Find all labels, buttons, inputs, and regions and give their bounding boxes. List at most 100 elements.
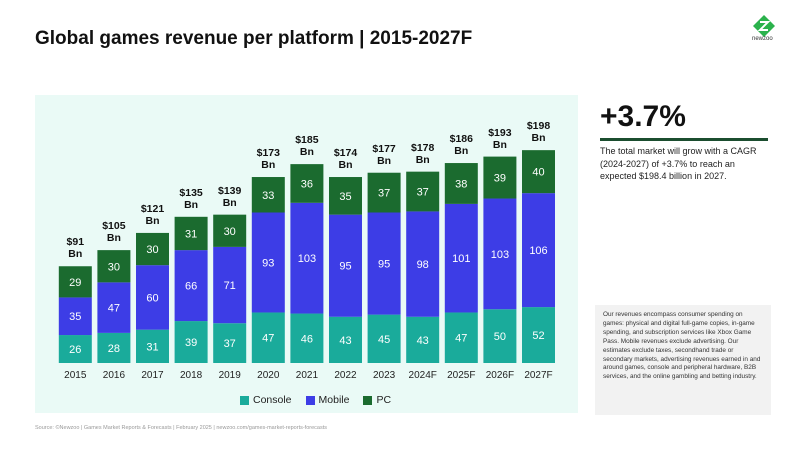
segment-label: 47 (108, 303, 120, 315)
segment-label: 35 (339, 191, 351, 203)
divider (600, 138, 768, 141)
bar-segment (522, 307, 555, 363)
x-tick-label: 2016 (103, 370, 126, 381)
segment-label: 45 (378, 334, 390, 346)
bar-segment (251, 177, 285, 213)
x-tick-label: 2019 (219, 370, 242, 381)
x-tick-label: 2018 (180, 370, 203, 381)
bar-segment (444, 203, 478, 313)
total-label: $178 Bn (411, 141, 435, 166)
bar-segment (290, 164, 324, 203)
x-tick-label: 2024F (409, 370, 437, 381)
segment-label: 40 (532, 167, 544, 179)
total-label: $185 Bn (295, 134, 319, 159)
bar-segment (290, 313, 324, 363)
segment-label: 31 (146, 341, 158, 353)
segment-label: 43 (417, 335, 429, 347)
bar-segment (406, 171, 440, 212)
segment-label: 50 (494, 331, 506, 343)
segment-label: 60 (146, 292, 158, 304)
segment-label: 37 (378, 188, 390, 200)
total-label: $173 Bn (256, 147, 280, 172)
segment-label: 47 (262, 333, 274, 345)
segment-label: 93 (262, 257, 274, 269)
bar-segment (367, 212, 401, 315)
segment-label: 95 (339, 261, 351, 273)
x-tick-label: 2023 (373, 370, 396, 381)
x-tick-label: 2017 (141, 370, 164, 381)
bar-segment (58, 335, 92, 363)
segment-label: 30 (108, 261, 120, 273)
segment-label: 30 (146, 244, 158, 256)
bar-segment (329, 316, 362, 363)
x-tick-label: 2027F (524, 370, 552, 381)
segment-label: 52 (532, 330, 544, 342)
total-label: $193 Bn (488, 126, 512, 151)
bar-segment (329, 177, 362, 215)
x-tick-label: 2022 (334, 370, 357, 381)
bar-segment (174, 321, 208, 363)
bar-segment (174, 216, 208, 251)
segment-label: 39 (494, 173, 506, 185)
bar-segment (58, 266, 92, 298)
segment-label: 37 (417, 187, 429, 199)
bar-segment (174, 250, 208, 322)
segment-label: 71 (224, 280, 236, 292)
segment-label: 47 (455, 333, 467, 345)
bar-segment (97, 282, 131, 333)
total-label: $177 Bn (372, 142, 396, 167)
x-tick-label: 2020 (257, 370, 280, 381)
legend-label: Console (253, 394, 292, 406)
bar-segment (290, 202, 324, 314)
bar-segment (136, 232, 169, 266)
total-label: $105 Bn (102, 220, 126, 245)
segment-label: 37 (224, 338, 236, 350)
segment-label: 35 (69, 311, 81, 323)
total-label: $186 Bn (449, 133, 473, 158)
total-label: $91 Bn (66, 236, 85, 261)
bar-segment (367, 314, 401, 363)
segment-label: 33 (262, 190, 274, 202)
segment-label: 39 (185, 337, 197, 349)
x-tick-label: 2025F (447, 370, 475, 381)
bar-segment (251, 312, 285, 363)
segment-label: 98 (417, 259, 429, 271)
legend: Console Mobile PC (240, 394, 391, 406)
segment-label: 28 (108, 343, 120, 355)
bar-segment (483, 156, 517, 199)
methodology-note: Our revenues encompass consumer spending… (595, 305, 771, 415)
bar-segment (483, 309, 517, 363)
legend-swatch (363, 395, 373, 405)
total-label: $139 Bn (218, 184, 242, 209)
bar-segment (251, 212, 285, 313)
bar-segment (136, 265, 169, 330)
segment-label: 106 (529, 245, 547, 257)
bar-segment (97, 250, 131, 283)
bar-segment (483, 198, 517, 310)
segment-label: 29 (69, 277, 81, 289)
segment-label: 36 (301, 178, 313, 190)
chart-title: Global games revenue per platform | 2015… (35, 28, 473, 49)
legend-swatch (305, 395, 315, 405)
x-tick-label: 2021 (296, 370, 319, 381)
bar-segment (522, 150, 555, 194)
bar-segment (522, 193, 555, 308)
summary-text: The total market will grow with a CAGR (… (600, 146, 757, 181)
legend-label: PC (376, 394, 392, 406)
bar-segment (97, 332, 131, 363)
total-label: $121 Bn (140, 202, 165, 227)
segment-label: 66 (185, 281, 197, 293)
segment-label: 103 (298, 253, 316, 265)
source: Source: ©Newzoo | Games Market Reports &… (35, 425, 327, 431)
bar-segment (213, 323, 247, 363)
bar-segment (406, 211, 440, 317)
bar-segment (329, 214, 362, 317)
segment-label: 31 (185, 228, 197, 240)
bar-segment (213, 246, 247, 324)
segment-label: 101 (452, 253, 470, 265)
legend-item: Console (240, 394, 292, 406)
bar-segment (367, 172, 401, 213)
legend-label: Mobile (318, 394, 350, 406)
